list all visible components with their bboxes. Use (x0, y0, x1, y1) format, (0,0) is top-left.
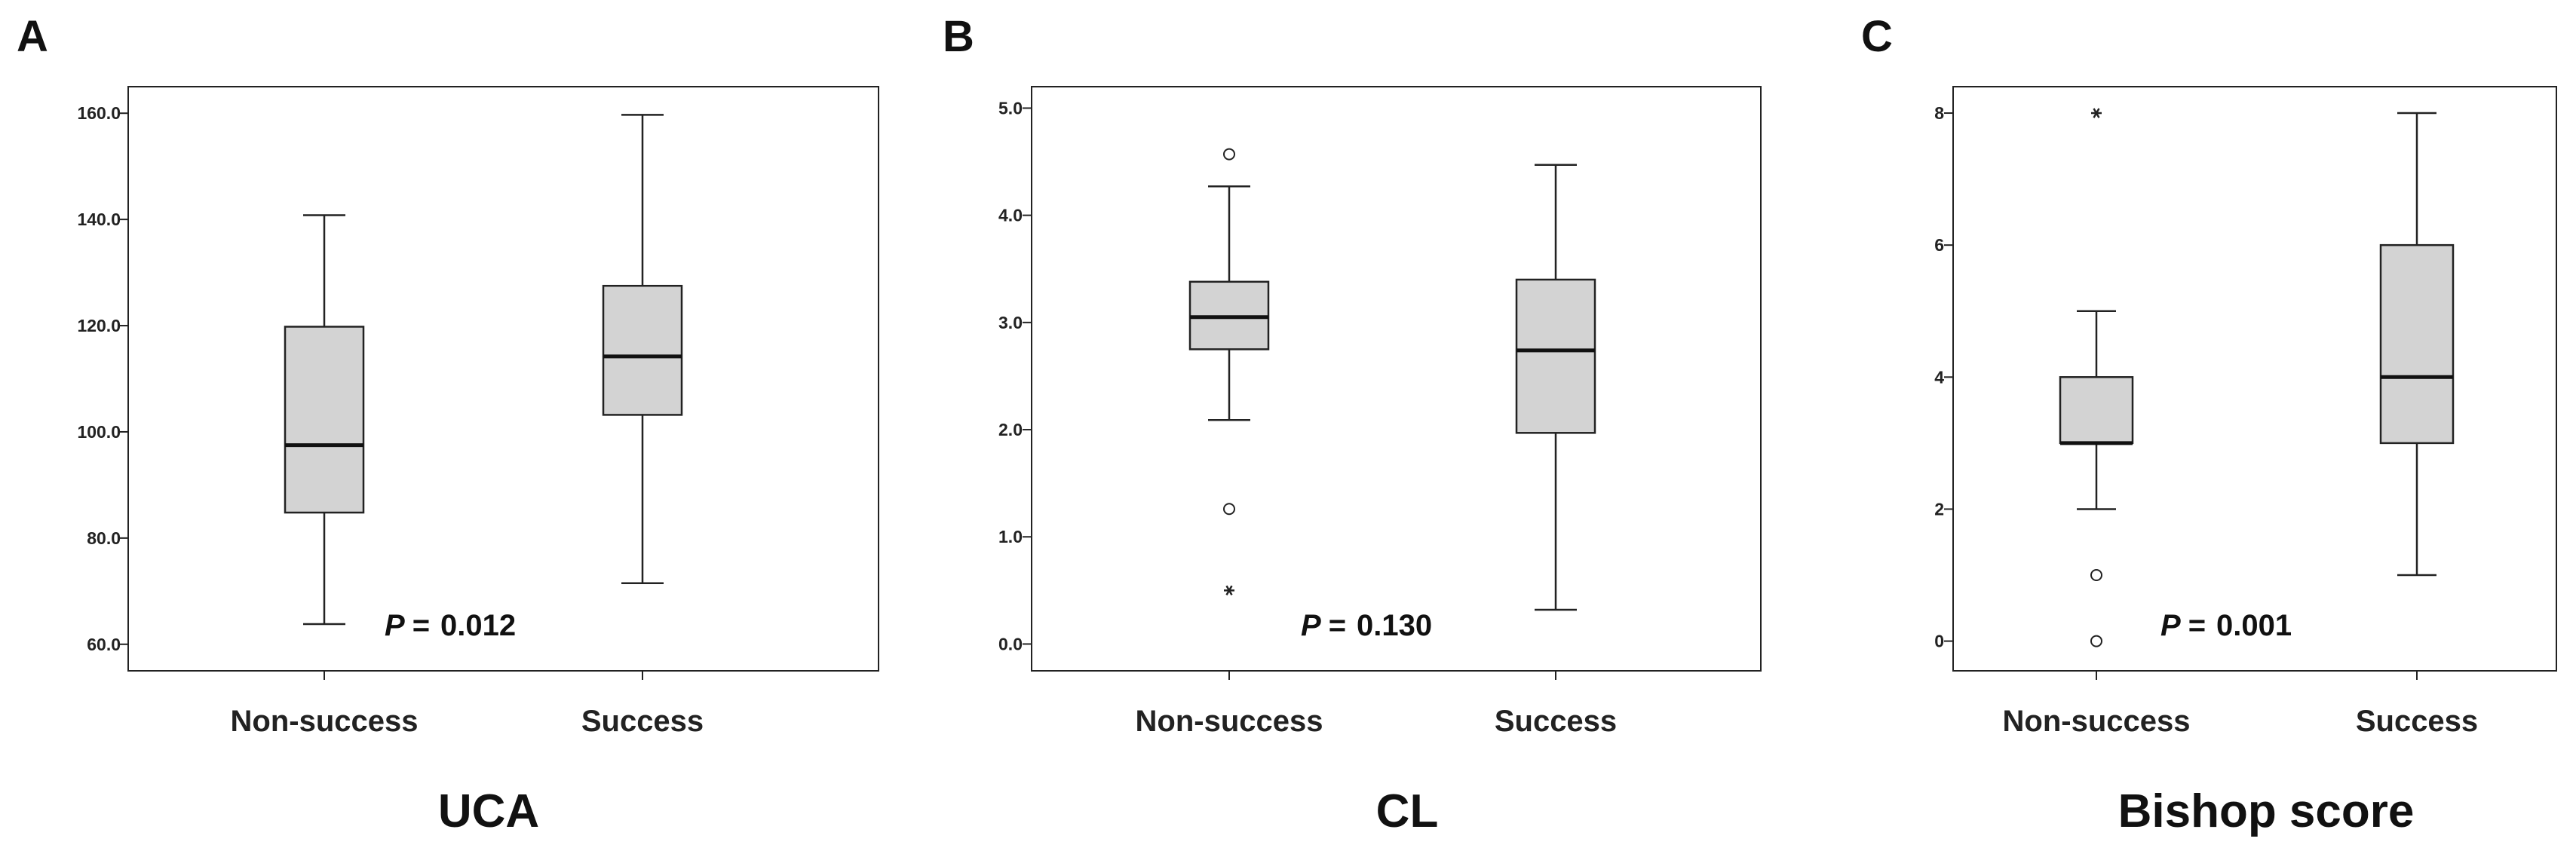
plot-frame (1031, 86, 1762, 672)
x-category-label: Non-success (231, 705, 419, 738)
outlier-point (2090, 635, 2102, 647)
panel-letter: B (943, 12, 974, 61)
y-tick-label: 60.0 (87, 635, 121, 654)
extreme-point-stroke (2093, 108, 2100, 118)
box-iqr (2059, 376, 2134, 445)
chart-panel-a: A 60.0 80.0 100.0 120.0 140.0 160.0 Non-success… (17, 12, 879, 837)
box-non-success: Non-success (1136, 148, 1323, 738)
panel-letter: A (17, 12, 48, 61)
plot-frame (127, 86, 879, 672)
panel-title: UCA (438, 785, 539, 837)
y-tick-label: 2 (1934, 499, 1944, 519)
box-iqr (2379, 243, 2455, 445)
y-tick-label: 8 (1934, 103, 1944, 123)
box-iqr (602, 284, 683, 416)
p-value-number: 0.012 (440, 609, 516, 642)
p-value-equals: = (412, 609, 430, 642)
x-category-label: Non-success (1136, 705, 1323, 738)
x-category-label: Success (2356, 705, 2478, 738)
box-iqr (284, 326, 365, 514)
p-value-prefix: P (2160, 609, 2181, 642)
y-tick-label: 4.0 (998, 206, 1023, 225)
chart-panel-c: C 0 2 4 6 8 Non-success Success P = 0.001 Bishop sc… (1861, 12, 2557, 837)
box-iqr (1515, 278, 1596, 434)
outlier-point (1223, 148, 1235, 161)
y-tick-label: 5.0 (998, 98, 1023, 118)
panel-letter: C (1861, 12, 1893, 61)
x-category-label: Non-success (2003, 705, 2191, 738)
y-tick-label: 100.0 (77, 422, 121, 442)
y-tick-label: 4 (1934, 367, 1944, 387)
chart-panel-b: B 0.0 1.0 2.0 3.0 4.0 5.0 Non-success Success P = 0… (943, 12, 1762, 837)
y-tick-label: 1.0 (998, 527, 1023, 546)
y-tick-label: 6 (1934, 235, 1944, 255)
y-tick-label: 0.0 (998, 634, 1023, 653)
plot-frame (1952, 86, 2557, 672)
p-value-number: 0.130 (1357, 609, 1432, 642)
panel-title: Bishop score (2118, 785, 2415, 837)
x-category-label: Success (1495, 705, 1617, 738)
y-tick-label: 160.0 (77, 103, 121, 123)
p-value-annotation: P = 0.001 (2160, 609, 2292, 642)
p-value-equals: = (1329, 609, 1346, 642)
y-tick-label: 140.0 (77, 210, 121, 229)
x-category-label: Success (581, 705, 704, 738)
extreme-point (2091, 108, 2102, 118)
extreme-point (1224, 585, 1234, 596)
p-value-equals: = (2188, 609, 2206, 642)
box-non-success: Non-success (2003, 108, 2191, 738)
box-non-success: Non-success (231, 214, 419, 738)
outlier-point (2090, 569, 2102, 582)
y-tick-label: 80.0 (87, 528, 121, 548)
extreme-point-stroke (1225, 585, 1233, 596)
p-value-prefix: P (1301, 609, 1321, 642)
box-success: Success (2356, 112, 2478, 738)
y-tick-label: 2.0 (998, 420, 1023, 439)
p-value-annotation: P = 0.012 (385, 609, 516, 642)
outlier-point (1223, 503, 1235, 516)
box-success: Success (1495, 164, 1617, 738)
p-value-number: 0.001 (2216, 609, 2292, 642)
panel-title: CL (1376, 785, 1439, 837)
y-tick-label: 120.0 (77, 316, 121, 335)
box-success: Success (581, 114, 704, 738)
p-value-annotation: P = 0.130 (1301, 609, 1432, 642)
y-tick-label: 3.0 (998, 313, 1023, 332)
p-value-prefix: P (385, 609, 405, 642)
y-tick-label: 0 (1934, 632, 1944, 651)
